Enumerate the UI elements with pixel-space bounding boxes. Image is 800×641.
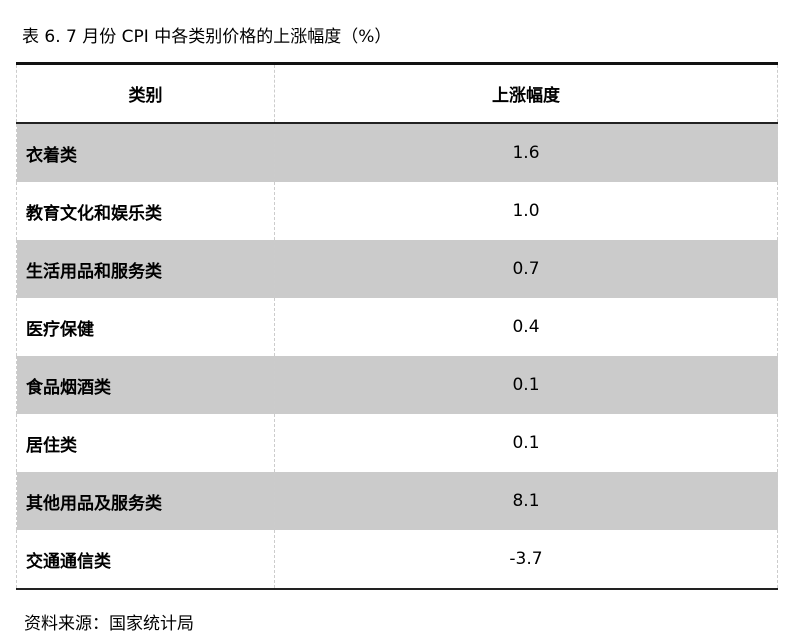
category-cell: 交通通信类 — [16, 530, 275, 590]
table-row: 教育文化和娱乐类 1.0 — [16, 182, 778, 240]
header-category: 类别 — [16, 62, 275, 124]
value-cell: 1.6 — [274, 123, 778, 182]
table-row: 居住类 0.1 — [16, 414, 778, 472]
source-note: 资料来源：国家统计局 — [24, 614, 194, 634]
cpi-table: 类别 上涨幅度 衣着类 1.6 教育文化和娱乐类 1.0 生活用品和服务类 0.7 医… — [16, 62, 778, 590]
category-cell: 衣着类 — [16, 123, 275, 182]
value-cell: -3.7 — [274, 530, 778, 590]
header-row: 类别 上涨幅度 — [16, 62, 778, 124]
category-cell: 食品烟酒类 — [16, 356, 275, 414]
value-cell: 0.7 — [274, 240, 778, 298]
category-cell: 其他用品及服务类 — [16, 472, 275, 530]
category-cell: 生活用品和服务类 — [16, 240, 275, 298]
table-row: 其他用品及服务类 8.1 — [16, 472, 778, 530]
table-title: 表 6. 7 月份 CPI 中各类别价格的上涨幅度（%） — [22, 27, 392, 47]
category-cell: 教育文化和娱乐类 — [16, 182, 275, 240]
value-cell: 8.1 — [274, 472, 778, 530]
value-cell: 0.1 — [274, 356, 778, 414]
table-row: 医疗保健 0.4 — [16, 298, 778, 356]
table-row: 交通通信类 -3.7 — [16, 530, 778, 590]
value-cell: 0.4 — [274, 298, 778, 356]
table-row: 衣着类 1.6 — [16, 123, 778, 182]
category-cell: 医疗保健 — [16, 298, 275, 356]
category-cell: 居住类 — [16, 414, 275, 472]
header-increase: 上涨幅度 — [274, 62, 778, 124]
table-row: 食品烟酒类 0.1 — [16, 356, 778, 414]
value-cell: 0.1 — [274, 414, 778, 472]
value-cell: 1.0 — [274, 182, 778, 240]
table-row: 生活用品和服务类 0.7 — [16, 240, 778, 298]
